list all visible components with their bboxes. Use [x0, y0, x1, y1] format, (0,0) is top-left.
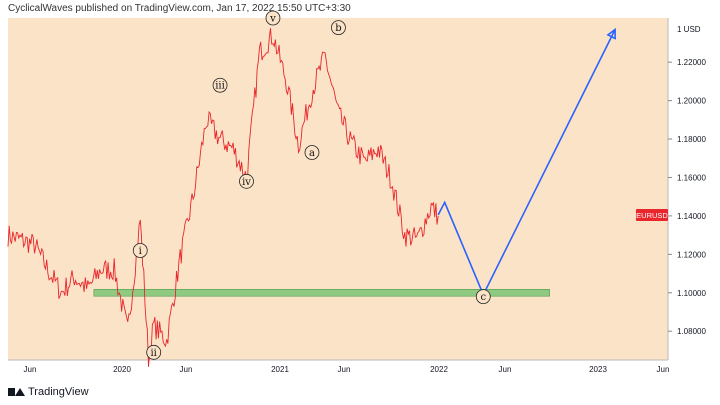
time-tick-label: Jun: [338, 365, 351, 374]
support-zone[interactable]: [93, 289, 550, 297]
price-axis: 1.22000 1.20000 1.18000 1.16000 1.14000 1.120…: [668, 58, 706, 336]
tradingview-logo-icon: [8, 387, 25, 397]
price-tick-label: 1.22000: [677, 58, 706, 67]
time-axis: Jun 2020 Jun 2021 Jun 2022 Jun 2023 Jun: [24, 365, 670, 374]
svg-text:v: v: [269, 14, 276, 25]
price-tick-label: 1.16000: [677, 173, 706, 182]
projection-arrow-icon: [606, 27, 616, 40]
price-tick-label: 1.10000: [677, 289, 706, 298]
price-tick-label: 1.08000: [677, 327, 706, 336]
wave-label-iii: iii: [212, 77, 228, 93]
wave-label-i: i: [132, 243, 148, 258]
wave-label-b: b: [331, 20, 346, 36]
svg-text:EURUSD: EURUSD: [636, 211, 668, 220]
wave-label-v: v: [265, 10, 281, 26]
brand[interactable]: TradingView: [8, 386, 89, 398]
footer: TradingView: [0, 380, 720, 405]
price-tick-label: 1.12000: [677, 250, 706, 259]
wave-label-c: c: [475, 289, 491, 304]
svg-text:iv: iv: [242, 177, 251, 188]
price-tick-label: 1.18000: [677, 135, 706, 144]
wave-label-ii: ii: [146, 344, 162, 360]
current-price-badge: EURUSD: [636, 208, 668, 221]
svg-text:ii: ii: [150, 348, 156, 359]
svg-text:c: c: [480, 292, 486, 303]
time-tick-label: 2021: [271, 365, 289, 374]
projection-path[interactable]: [437, 29, 616, 297]
price-series: [7, 28, 439, 367]
wave-label-iv: iv: [239, 173, 254, 189]
currency-label: 1 USD: [677, 25, 701, 34]
svg-text:b: b: [335, 23, 341, 34]
svg-text:a: a: [309, 148, 315, 159]
price-tick-label: 1.20000: [677, 97, 706, 106]
svg-text:i: i: [139, 246, 142, 257]
time-tick-label: Jun: [180, 365, 193, 374]
brand-label: TradingView: [28, 386, 89, 398]
publish-info: CyclicalWaves published on TradingView.c…: [8, 3, 351, 14]
time-tick-label: Jun: [499, 365, 512, 374]
wave-label-a: a: [304, 145, 320, 160]
price-tick-label: 1.14000: [677, 212, 706, 221]
time-tick-label: Jun: [657, 365, 670, 374]
chart-background: [8, 18, 668, 360]
time-tick-label: Jun: [24, 365, 37, 374]
svg-text:iii: iii: [215, 81, 225, 92]
time-tick-label: 2023: [589, 365, 607, 374]
time-tick-label: 2022: [430, 365, 448, 374]
time-tick-label: 2020: [113, 365, 131, 374]
